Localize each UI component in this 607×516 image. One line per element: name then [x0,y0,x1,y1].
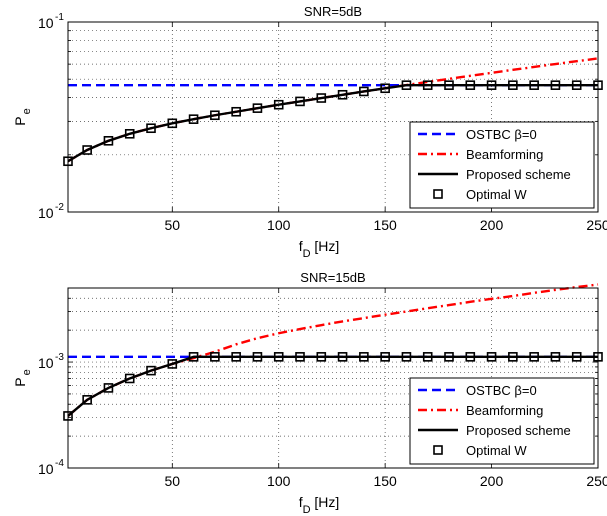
optimal-w-marker [316,352,327,362]
optimal-w-marker [337,89,348,100]
legend: OSTBC β=0 Beamforming Proposed scheme Optim… [409,377,595,465]
y-axis-label: Pe [12,108,33,125]
optimal-w-marker [571,80,582,90]
optimal-w-marker [529,352,539,362]
optimal-w-marker [337,352,348,362]
legend-box [409,121,595,209]
legend-marker-optimal-w [433,189,443,199]
optimal-w-marker [380,352,390,362]
y-tick-label: 10 [38,205,54,221]
optimal-w-marker [82,395,92,405]
optimal-w-marker [550,80,561,90]
x-tick-label: 100 [267,473,291,489]
x-axis-label: fD [Hz] [299,238,340,260]
optimal-w-marker [273,99,284,110]
optimal-w-marker [508,352,518,362]
optimal-w-marker [380,83,390,94]
x-tick-label: 100 [267,217,291,233]
optimal-w-marker [146,123,156,134]
optimal-w-marker [231,352,241,362]
chart-title: SNR=5dB [304,4,362,19]
optimal-w-marker [124,373,135,384]
optimal-w-marker [252,103,263,113]
y-tick-label-exponent: -1 [55,12,64,23]
optimal-w-marker [444,80,454,90]
x-tick-label: 150 [373,473,397,489]
optimal-w-marker [295,96,305,107]
optimal-w-marker [316,93,327,103]
optimal-w-marker [210,110,220,121]
y-tick-label-exponent: -2 [55,202,64,213]
y-tick-label: 10 [38,355,54,371]
x-axis-label: fD [Hz] [299,494,340,516]
legend-label: Proposed scheme [466,167,571,182]
y-axis-label: Pe [12,369,33,386]
optimal-w-marker [167,359,178,369]
grid [68,288,598,468]
optimal-w-marker [486,352,497,362]
y-tick-label-exponent: -4 [55,458,64,469]
optimal-w-marker [529,80,539,90]
legend-box [409,377,595,465]
optimal-w-marker [103,383,114,393]
legend-label: Optimal W [466,187,527,202]
optimal-w-marker [188,114,199,124]
optimal-w-marker [508,80,518,90]
optimal-w-marker [210,352,220,362]
legend-label: Beamforming [466,403,543,418]
legend-label: Optimal W [466,443,527,458]
optimal-w-marker [103,135,114,146]
optimal-w-marker [401,352,412,362]
legend-label: OSTBC β=0 [466,127,537,142]
optimal-w-marker [167,118,178,129]
optimal-w-marker [550,352,561,362]
optimal-w-marker [295,352,305,362]
axes-frame [67,21,599,213]
optimal-w-marker [82,145,92,155]
optimal-w-marker [273,352,284,362]
legend-label: Proposed scheme [466,423,571,438]
x-tick-label: 50 [165,473,181,489]
y-tick-label: 10 [38,461,54,477]
optimal-w-marker [465,352,476,362]
optimal-w-marker [124,128,135,139]
x-tick-label: 250 [586,473,607,489]
legend-label: Beamforming [466,147,543,162]
optimal-w-marker [486,80,497,90]
x-tick-label: 250 [586,217,607,233]
x-tick-label: 200 [480,473,504,489]
optimal-w-marker [359,86,369,97]
optimal-w-marker [252,352,263,362]
optimal-w-marker [188,352,199,362]
optimal-w-marker [146,365,156,376]
optimal-w-marker [571,352,582,362]
optimal-w-marker [422,80,433,90]
x-tick-label: 150 [373,217,397,233]
optimal-w-marker [231,106,241,117]
grid [68,22,598,212]
legend-marker-optimal-w [433,445,443,455]
optimal-w-marker [359,352,369,362]
legend: OSTBC β=0 Beamforming Proposed scheme Optim… [409,121,595,209]
axes-frame [67,287,599,469]
optimal-w-marker [465,80,476,90]
chart-title: SNR=15dB [300,270,365,285]
optimal-w-marker [444,352,454,362]
y-tick-label-exponent: -3 [55,352,64,363]
y-tick-label: 10 [38,15,54,31]
x-tick-label: 200 [480,217,504,233]
optimal-w-marker [401,80,412,90]
legend-label: OSTBC β=0 [466,383,537,398]
x-tick-label: 50 [165,217,181,233]
optimal-w-marker [422,352,433,362]
